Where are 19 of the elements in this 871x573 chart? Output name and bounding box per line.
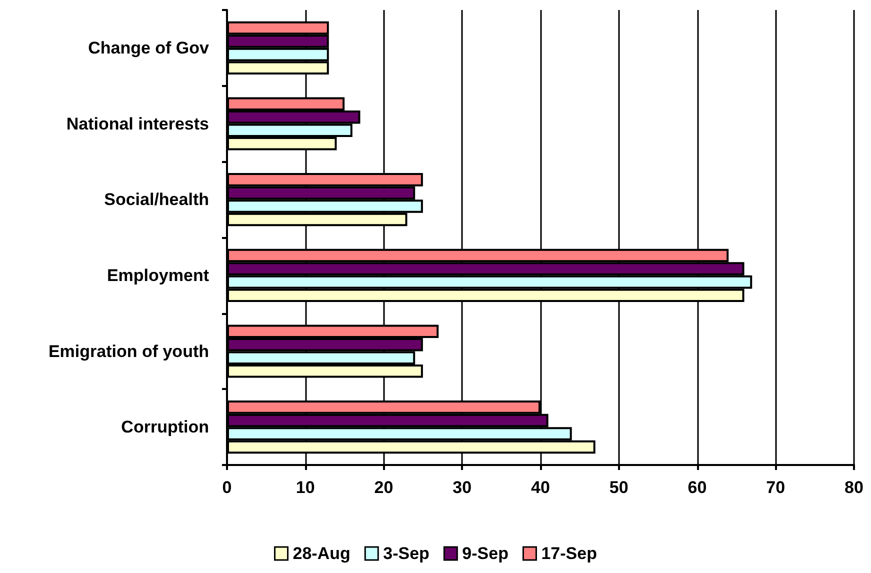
x-tick-label: 0 xyxy=(222,478,232,497)
legend-label: 9-Sep xyxy=(462,544,508,563)
y-tick-label: Change of Gov xyxy=(88,38,210,58)
y-tick-label: Employment xyxy=(106,266,210,285)
legend-label: 17-Sep xyxy=(541,544,597,563)
x-tick-label: 10 xyxy=(296,478,315,497)
x-tick-label: 60 xyxy=(688,478,707,497)
x-tick-label: 30 xyxy=(452,478,472,497)
x-tick-label: 80 xyxy=(844,478,864,497)
x-tick-label: 70 xyxy=(766,478,786,497)
x-tick-label: 50 xyxy=(609,478,628,497)
x-tick-label: 40 xyxy=(531,478,550,497)
x-tick-label: 20 xyxy=(374,478,394,497)
y-tick-label: Social/health xyxy=(104,190,209,210)
y-tick-label: Corruption xyxy=(121,418,209,437)
legend-label: 3-Sep xyxy=(383,544,430,563)
y-tick-label: National interests xyxy=(66,114,209,134)
y-tick-label: Emigration of youth xyxy=(48,342,209,361)
legend-label: 28-Aug xyxy=(292,544,350,563)
